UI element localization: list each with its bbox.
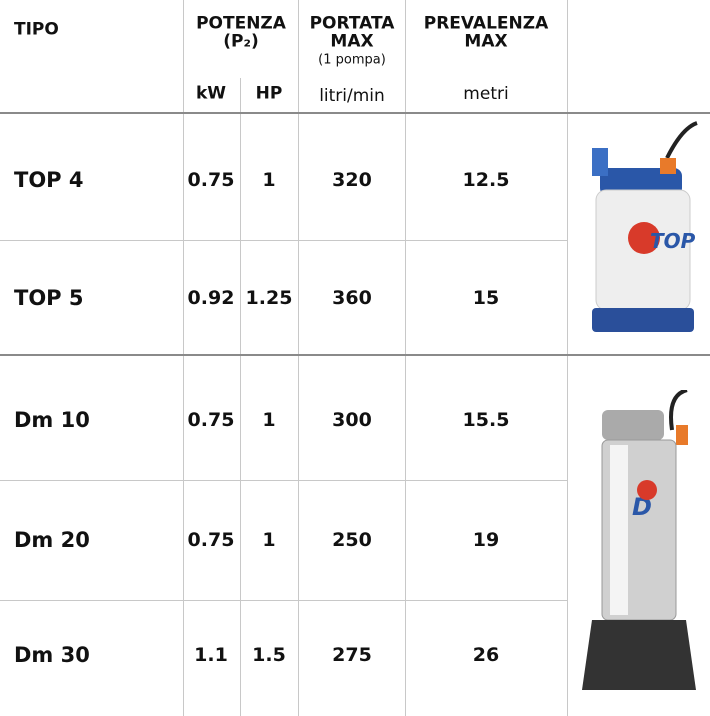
table-cell: 1	[262, 409, 275, 431]
column-line	[567, 0, 568, 716]
column-line	[298, 0, 299, 716]
header-cell: POTENZA	[196, 16, 286, 33]
table-cell: 19	[473, 529, 499, 551]
table-cell: 0.75	[188, 409, 235, 431]
table-cell: 320	[332, 169, 372, 191]
table-cell: 1.5	[252, 644, 286, 666]
header-note: (1 pompa)	[318, 53, 386, 68]
header-cell: HP	[256, 86, 283, 103]
row-line	[0, 240, 567, 241]
model-name: Dm 30	[14, 643, 90, 667]
table-cell: 12.5	[463, 169, 510, 191]
pump-image: D	[572, 390, 706, 700]
header-unit: metri	[463, 84, 508, 104]
spec-table: TIPO POTENZA (P₂) kW HP PORTATA MAX (1 p…	[0, 0, 710, 716]
header-cell: MAX	[464, 34, 507, 51]
table-cell: 1.25	[246, 287, 293, 309]
header-cell: MAX	[330, 34, 373, 51]
model-name: Dm 10	[14, 408, 90, 432]
table-cell: 15	[473, 287, 499, 309]
row-line	[0, 112, 710, 114]
model-name: TOP 5	[14, 286, 84, 310]
table-cell: 1	[262, 169, 275, 191]
table-cell: 1	[262, 529, 275, 551]
table-cell: 360	[332, 287, 372, 309]
row-line	[0, 354, 710, 356]
table-cell: 0.75	[188, 169, 235, 191]
header-unit: litri/min	[319, 86, 385, 106]
table-cell: 275	[332, 644, 372, 666]
header-cell: TIPO	[14, 22, 59, 39]
row-line	[0, 480, 567, 481]
table-cell: 1.1	[194, 644, 228, 666]
header-cell: PREVALENZA	[424, 16, 548, 33]
table-cell: 300	[332, 409, 372, 431]
model-name: TOP 4	[14, 168, 84, 192]
pump-image: TOP	[572, 118, 706, 348]
column-line	[183, 0, 184, 716]
header-cell: (P₂)	[223, 34, 258, 51]
column-line	[240, 78, 241, 716]
svg-text:TOP: TOP	[650, 229, 696, 253]
column-line	[405, 0, 406, 716]
header-cell: kW	[196, 86, 226, 103]
table-cell: 250	[332, 529, 372, 551]
table-cell: 15.5	[463, 409, 510, 431]
model-name: Dm 20	[14, 528, 90, 552]
table-cell: 0.92	[188, 287, 235, 309]
row-line	[0, 600, 567, 601]
header-cell: PORTATA	[310, 16, 395, 33]
table-cell: 0.75	[188, 529, 235, 551]
table-cell: 26	[473, 644, 499, 666]
